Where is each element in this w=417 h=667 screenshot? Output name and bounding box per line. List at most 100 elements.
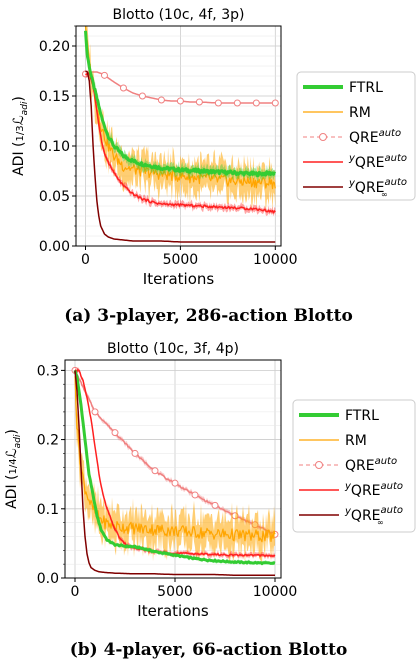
chart-b-legend-box — [292, 399, 416, 533]
chart-a-ytick-label: 0.00 — [39, 239, 70, 255]
chart-a-legend-sup-qre: auto — [379, 128, 402, 139]
chart-b-legend-label-rm: RM — [345, 433, 367, 449]
chart-b-marker-qre — [191, 491, 199, 499]
chart-b-line-ftrl — [73, 370, 276, 566]
chart-a-legend-pre-yqre-inf: y — [348, 178, 356, 189]
chart-b-legend-pre-yqre-inf: y — [344, 506, 352, 517]
chart-a-legend-label-yqre_inf: yQREauto ∞ — [348, 177, 407, 199]
chart-a-title: Blotto (10c, 4f, 3p) — [113, 7, 245, 23]
chart-b-line-yqre_inf — [74, 370, 275, 576]
chart-a-legend-sup-yqre: auto — [385, 153, 408, 164]
chart-a-legend-sup-yqre-inf: auto — [385, 177, 408, 188]
chart-a-legend-text-yqre: QRE — [355, 155, 385, 171]
chart-a-line-yqre — [85, 72, 276, 214]
chart-b-legend-sup-yqre-inf: auto — [381, 505, 404, 516]
chart-b-xtick-label: 10000 — [253, 584, 298, 600]
chart-b-xtick-label: 5000 — [157, 584, 193, 600]
chart-b: Blotto (10c, 3f, 4p) 0 5000 10000 0.0 0.1 0.2 0… — [4, 341, 416, 620]
chart-a-marker-qre — [138, 92, 146, 100]
chart-b-marker-qre — [131, 449, 139, 457]
chart-a-legend-box — [296, 71, 416, 201]
chart-b-series — [71, 366, 279, 576]
chart-a-marker-qre — [195, 98, 203, 106]
chart-a-legend-pre-yqre: y — [348, 153, 356, 164]
chart-a-xtick-label: 5000 — [163, 252, 199, 268]
chart-a-ylabel-frac: 1/3 — [15, 125, 26, 141]
chart-a-marker-qre — [157, 96, 165, 104]
chart-a-marker-qre — [119, 84, 127, 92]
chart-a-marker-qre — [252, 99, 260, 107]
chart-a-marker-qre — [100, 71, 108, 79]
chart-a-frame — [75, 25, 282, 247]
chart-a-legend-text-yqre-inf: QRE — [355, 180, 385, 196]
chart-a-ytick-label: 0.10 — [39, 139, 70, 155]
chart-b-ylabel: ADI (1/4ℒadi) — [4, 429, 23, 509]
chart-b-band-rm — [75, 368, 275, 567]
chart-b-legend-text-qre: QRE — [345, 458, 375, 474]
chart-a-line-yqre_inf — [85, 70, 276, 243]
chart-a-legend-sub-yqre-inf: ∞ — [381, 190, 388, 199]
chart-b-legend-sup-qre: auto — [375, 456, 398, 467]
chart-a-legend-label-rm: RM — [349, 105, 371, 121]
chart-a-legend-text-ftrl: FTRL — [349, 80, 383, 96]
chart-b-marker-qre — [211, 501, 219, 509]
chart-a-legend-marker-qre — [319, 133, 327, 141]
chart-a-legend-label-ftrl: FTRL — [349, 80, 383, 96]
chart-b-legend-text-yqre: QRE — [351, 483, 381, 499]
chart-a-ytick-label: 0.15 — [39, 89, 70, 105]
caption-b: (b) 4-player, 66-action Blotto — [69, 640, 348, 660]
chart-a-legend-text-rm: RM — [349, 105, 371, 121]
chart-b-legend-label-ftrl: FTRL — [345, 408, 379, 424]
chart-b-marker-qre — [151, 467, 159, 475]
caption-a: (a) 3-player, 286-action Blotto — [64, 306, 353, 326]
chart-b-legend-text-ftrl: FTRL — [345, 408, 379, 424]
chart-a-ytick-label: 0.05 — [39, 189, 70, 205]
chart-a-ylabel-sub: adi — [20, 101, 30, 115]
chart-a-ylabel: ADI (1/3ℒadi) — [11, 96, 30, 176]
chart-b-frame — [64, 359, 282, 579]
chart-b-xtick-label: 0 — [71, 584, 80, 600]
chart-a-series — [81, 26, 279, 243]
chart-a-ytick-label: 0.20 — [39, 39, 70, 55]
chart-a-ylabel-tail: ℒ — [11, 115, 27, 125]
chart-b-ylabel-frac: 1/4 — [8, 458, 19, 474]
chart-a-marker-qre — [176, 97, 184, 105]
chart-b-legend-label-yqre: yQREauto — [344, 481, 403, 499]
chart-a-legend-label-yqre: yQREauto — [348, 153, 407, 171]
chart-b-ytick-label: 0.2 — [37, 433, 59, 449]
chart-a-marker-qre — [214, 99, 222, 107]
chart-b-ylabel-sub: adi — [13, 434, 23, 448]
chart-b-legend-label-yqre_inf: yQREauto ∞ — [344, 505, 403, 527]
chart-a-legend-text-qre: QRE — [349, 130, 379, 146]
chart-a-ylabel-main: ADI ( — [11, 141, 27, 175]
chart-b-ylabel-close: ) — [4, 429, 20, 434]
chart-b-legend-label-qre: QREauto — [345, 456, 397, 474]
chart-b-marker-qre — [171, 479, 179, 487]
chart-b-legend-sup-yqre: auto — [381, 481, 404, 492]
chart-b-legend-text-rm: RM — [345, 433, 367, 449]
chart-a-xtick-label: 0 — [81, 252, 90, 268]
chart-b-ylabel-tail: ℒ — [4, 448, 20, 458]
chart-b-line-rm — [74, 376, 276, 543]
chart-b-ytick-label: 0.1 — [37, 502, 59, 518]
chart-b-ytick-label: 0.0 — [37, 571, 59, 587]
chart-a-xlabel: Iterations — [143, 270, 215, 288]
chart-a-ylabel-close: ) — [11, 96, 27, 101]
chart-b-marker-qre — [91, 408, 99, 416]
chart-a-xtick-label: 10000 — [253, 252, 298, 268]
chart-b-title: Blotto (10c, 3f, 4p) — [107, 341, 239, 357]
chart-a-line-ftrl — [84, 30, 277, 178]
chart-b-legend-sub-yqre-inf: ∞ — [377, 518, 384, 527]
chart-a: Blotto (10c, 4f, 3p) 0 5000 10000 0.00 0.05 0.… — [11, 7, 416, 288]
chart-b-legend-pre-yqre: y — [344, 481, 352, 492]
chart-b-xlabel: Iterations — [137, 602, 209, 620]
chart-a-band-ftrl — [85, 26, 276, 182]
chart-a-marker-qre — [271, 99, 279, 107]
chart-b-ylabel-main: ADI ( — [4, 474, 20, 508]
chart-b-legend-marker-qre — [315, 461, 323, 469]
chart-a-legend-label-qre: QREauto — [349, 128, 401, 146]
chart-b-legend-text-yqre-inf: QRE — [351, 508, 381, 524]
chart-b-marker-qre — [111, 429, 119, 437]
